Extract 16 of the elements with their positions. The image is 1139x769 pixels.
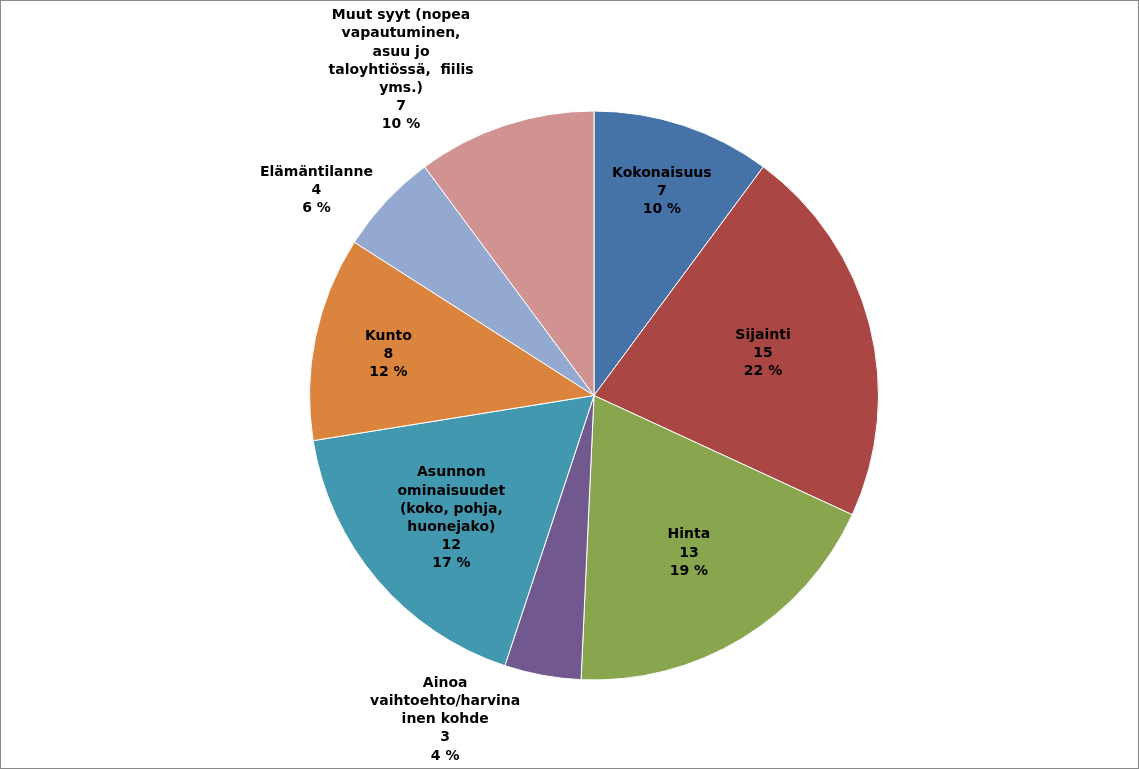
slice-label: Asunnon ominaisuudet (koko, pohja, huonejako) (397, 463, 506, 535)
slice-label: Hinta (667, 525, 711, 542)
data-label: 12 17 % (432, 536, 471, 571)
data-label: 13 19 % (669, 543, 709, 578)
data-label: 8 12 % (369, 344, 408, 380)
data-label: 3 4 % (430, 728, 460, 763)
slice-label: Ainoa vaihtoehto/harvina inen kohde (370, 673, 521, 727)
data-label: 7 10 % (381, 97, 421, 132)
data-label: 15 22 % (743, 344, 783, 379)
data-label: 7 10 % (642, 181, 682, 216)
slice-label: Kokonaisuus (612, 163, 712, 180)
slice-label: Elämäntilanne (259, 162, 373, 179)
slice-label: Sijainti (735, 326, 791, 343)
slice-label: Kunto (365, 326, 413, 343)
slice-label: Muut syyt (nopea vapautuminen, asuu jo taloyhtiössä, fiilis yms.) (328, 6, 474, 96)
data-label: 4 6 % (302, 181, 331, 216)
